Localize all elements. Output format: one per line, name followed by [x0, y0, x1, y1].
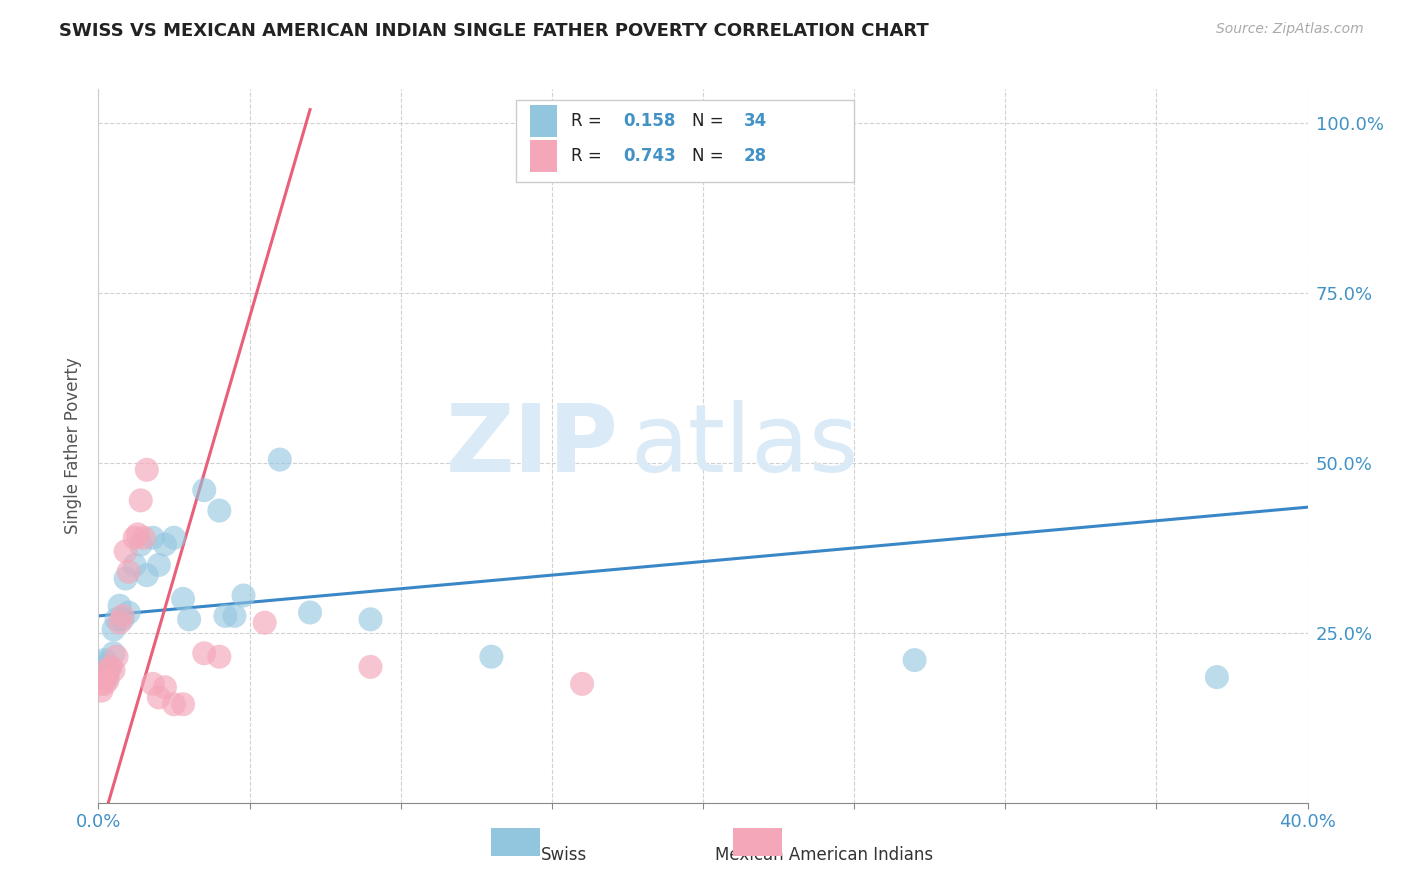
- Point: [105, 612, 128, 626]
- Text: R =: R =: [571, 146, 607, 164]
- Text: ZIP: ZIP: [446, 400, 619, 492]
- Text: Mexican American Indians: Mexican American Indians: [714, 846, 934, 863]
- Point: [90, 677, 112, 691]
- Point: [232, 589, 254, 603]
- Text: 28: 28: [744, 146, 768, 164]
- Text: SWISS VS MEXICAN AMERICAN INDIAN SINGLE FATHER POVERTY CORRELATION CHART: SWISS VS MEXICAN AMERICAN INDIAN SINGLE …: [59, 22, 929, 40]
- Text: N =: N =: [692, 112, 728, 130]
- Text: Source: ZipAtlas.com: Source: ZipAtlas.com: [1216, 22, 1364, 37]
- Point: [360, 660, 382, 674]
- Point: [224, 608, 246, 623]
- Text: Swiss: Swiss: [541, 846, 588, 863]
- Point: [142, 677, 165, 691]
- Point: [127, 527, 149, 541]
- Point: [163, 698, 186, 712]
- Point: [299, 606, 322, 620]
- Point: [153, 680, 176, 694]
- Point: [93, 653, 115, 667]
- Text: N =: N =: [692, 146, 728, 164]
- Point: [904, 653, 927, 667]
- Point: [571, 677, 593, 691]
- Point: [253, 615, 276, 630]
- Point: [111, 612, 134, 626]
- Text: atlas: atlas: [630, 400, 859, 492]
- FancyBboxPatch shape: [516, 100, 855, 182]
- Point: [105, 649, 128, 664]
- Y-axis label: Single Father Poverty: Single Father Poverty: [65, 358, 83, 534]
- Point: [163, 531, 186, 545]
- Point: [93, 660, 115, 674]
- Point: [100, 660, 122, 674]
- Point: [208, 503, 231, 517]
- Point: [142, 531, 165, 545]
- Point: [103, 623, 125, 637]
- Point: [103, 646, 125, 660]
- Point: [132, 531, 155, 545]
- Point: [1206, 670, 1229, 684]
- Text: 0.743: 0.743: [623, 146, 676, 164]
- Point: [124, 531, 146, 545]
- Point: [193, 483, 215, 498]
- Point: [193, 646, 215, 660]
- Point: [153, 537, 176, 551]
- Point: [93, 670, 115, 684]
- FancyBboxPatch shape: [530, 105, 557, 137]
- Point: [269, 452, 291, 467]
- Point: [360, 612, 382, 626]
- Point: [179, 612, 201, 626]
- Point: [208, 649, 231, 664]
- Point: [148, 558, 170, 572]
- Point: [93, 677, 115, 691]
- Text: 0.158: 0.158: [623, 112, 675, 130]
- Point: [96, 663, 118, 677]
- Point: [214, 608, 236, 623]
- Text: R =: R =: [571, 112, 607, 130]
- FancyBboxPatch shape: [734, 828, 782, 856]
- Point: [108, 599, 131, 613]
- Point: [135, 463, 157, 477]
- Point: [90, 683, 112, 698]
- Point: [172, 591, 194, 606]
- Point: [114, 572, 136, 586]
- Point: [108, 615, 131, 630]
- Point: [100, 660, 122, 674]
- Point: [129, 493, 152, 508]
- FancyBboxPatch shape: [492, 828, 540, 856]
- Point: [118, 565, 141, 579]
- Point: [103, 663, 125, 677]
- Point: [129, 537, 152, 551]
- Point: [96, 673, 118, 688]
- Point: [96, 663, 118, 677]
- Point: [148, 690, 170, 705]
- Point: [118, 606, 141, 620]
- FancyBboxPatch shape: [530, 139, 557, 171]
- Point: [90, 670, 112, 684]
- Point: [90, 657, 112, 671]
- Point: [124, 558, 146, 572]
- Text: 34: 34: [744, 112, 768, 130]
- Point: [96, 670, 118, 684]
- Point: [114, 544, 136, 558]
- Point: [111, 608, 134, 623]
- Point: [135, 568, 157, 582]
- Point: [481, 649, 503, 664]
- Point: [172, 698, 194, 712]
